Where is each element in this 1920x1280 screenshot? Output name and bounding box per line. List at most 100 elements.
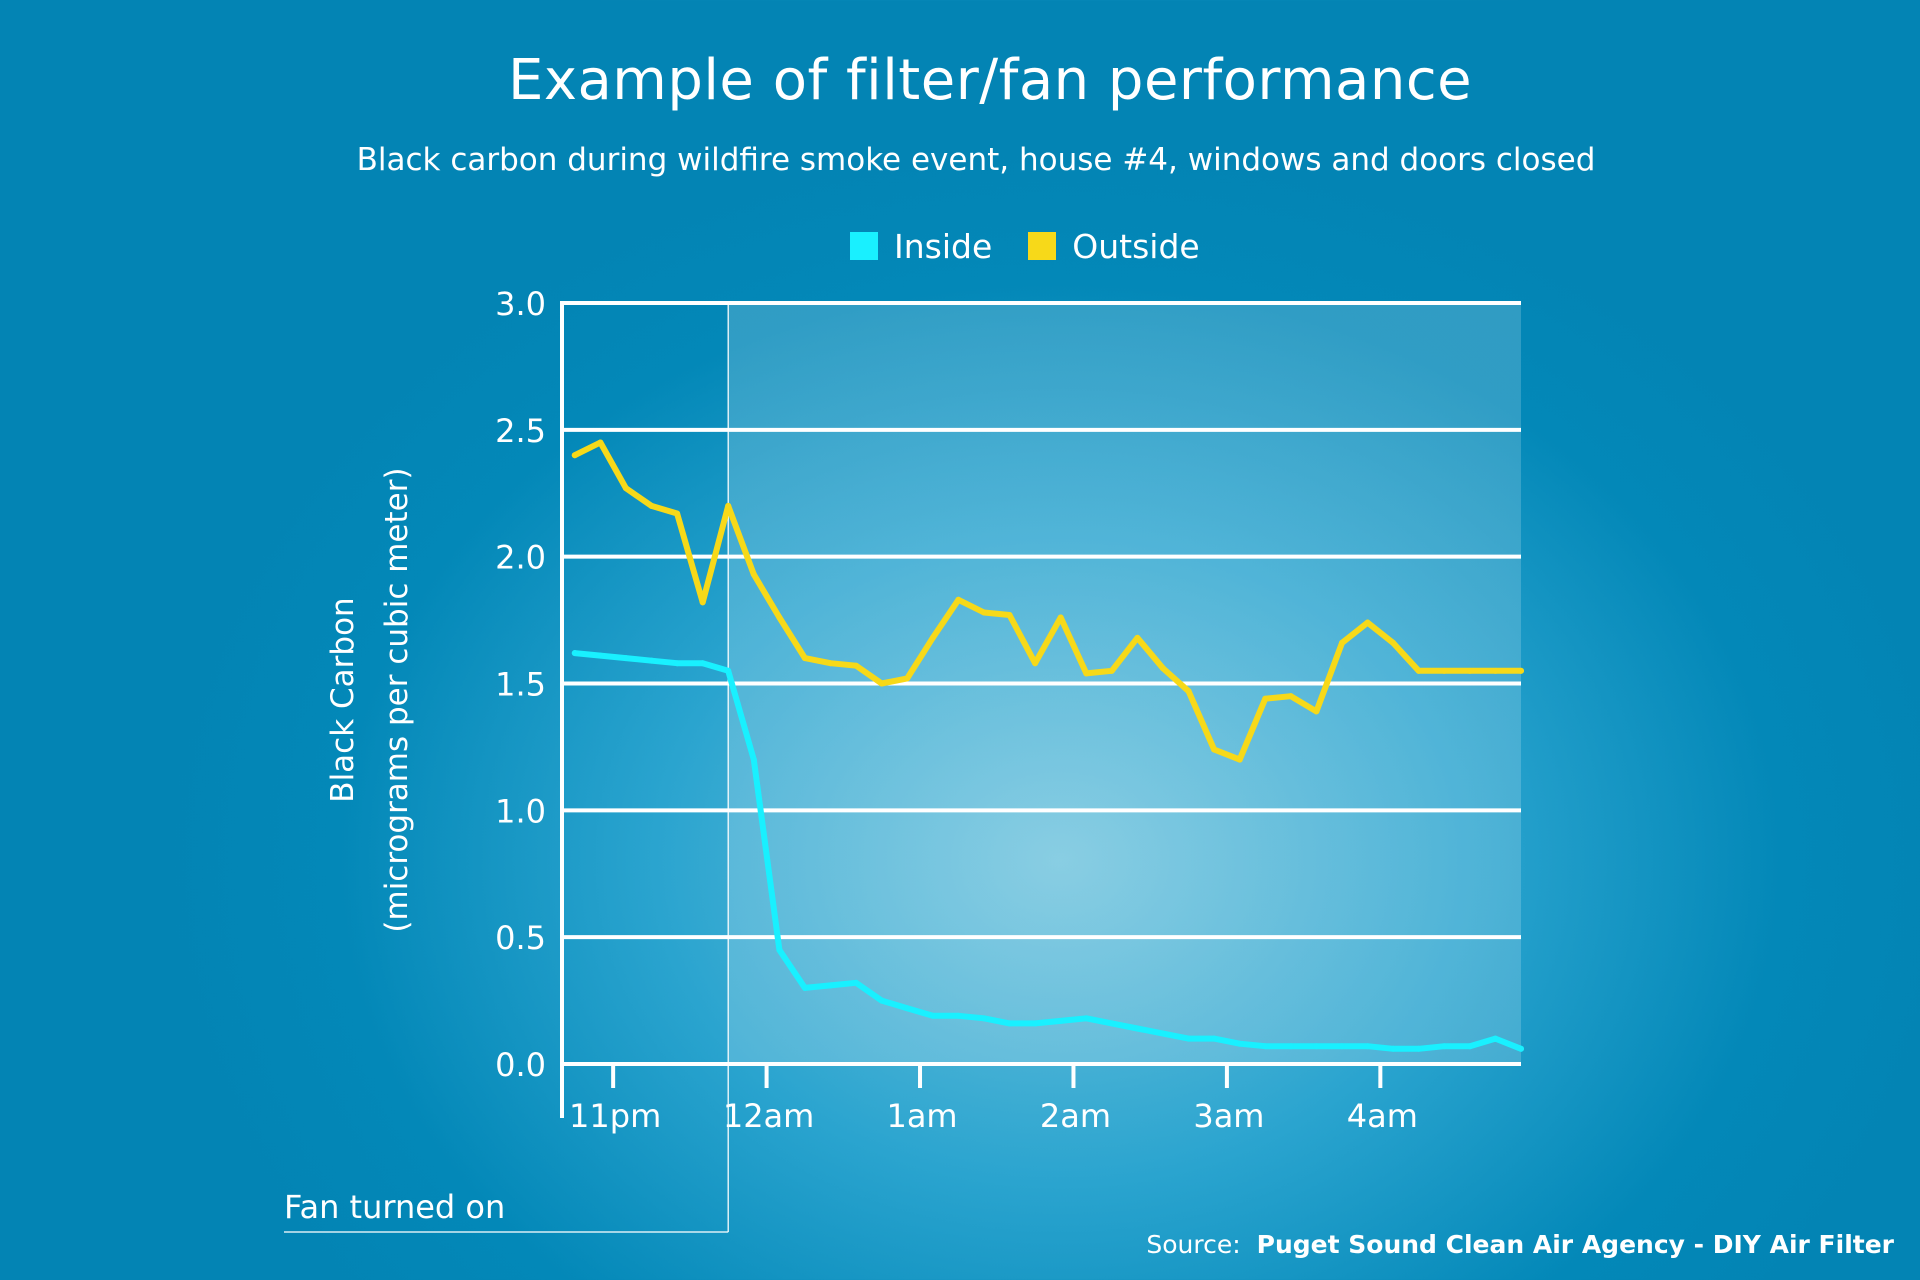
data-point-outside bbox=[1185, 688, 1192, 695]
source-credit: Source: Puget Sound Clean Air Agency - D… bbox=[1146, 1230, 1894, 1259]
data-point-inside bbox=[801, 984, 808, 991]
data-point-outside bbox=[1287, 693, 1294, 700]
legend-swatch-inside bbox=[850, 232, 878, 260]
data-point-outside bbox=[571, 452, 578, 459]
series bbox=[571, 439, 1524, 1052]
data-point-inside bbox=[776, 946, 783, 953]
data-point-inside bbox=[1032, 1020, 1039, 1027]
legend-label-outside: Outside bbox=[1072, 226, 1200, 266]
tick-labels: 0.0 0.5 1.0 1.5 2.0 2.5 3.0 11pm 12am 1am 2am 3am 4a… bbox=[495, 285, 1418, 1135]
x-tick-label: 3am bbox=[1193, 1097, 1264, 1135]
legend-item-outside: Outside bbox=[1028, 226, 1200, 266]
data-point-outside bbox=[1057, 614, 1064, 621]
legend-swatch-outside bbox=[1028, 232, 1057, 260]
gridlines bbox=[562, 301, 1521, 940]
data-point-outside bbox=[1441, 667, 1448, 674]
x-tick-label: 4am bbox=[1347, 1097, 1418, 1135]
data-point-outside bbox=[1108, 667, 1115, 674]
data-point-outside bbox=[1211, 746, 1218, 753]
data-point-outside bbox=[1159, 665, 1166, 672]
data-point-inside bbox=[1492, 1035, 1499, 1042]
data-point-outside bbox=[980, 609, 987, 616]
data-point-inside bbox=[1006, 1020, 1013, 1027]
data-point-outside bbox=[699, 599, 706, 606]
data-point-inside bbox=[1364, 1043, 1371, 1050]
y-tick-label: 1.5 bbox=[495, 666, 546, 704]
data-point-outside bbox=[1006, 612, 1013, 619]
data-point-inside bbox=[1159, 1030, 1166, 1037]
data-point-outside bbox=[597, 439, 604, 446]
series-line-outside bbox=[571, 439, 1524, 763]
data-point-inside bbox=[750, 756, 757, 763]
chart-subtitle: Black carbon during wildfire smoke event… bbox=[356, 142, 1596, 178]
x-tick-label: 12am bbox=[723, 1097, 815, 1135]
axes bbox=[284, 301, 1521, 1233]
y-tick-label: 1.0 bbox=[495, 792, 546, 830]
data-point-inside bbox=[1236, 1040, 1243, 1047]
data-point-outside bbox=[1338, 639, 1345, 646]
data-point-inside bbox=[1338, 1043, 1345, 1050]
data-point-inside bbox=[1415, 1045, 1422, 1052]
data-point-inside bbox=[1083, 1015, 1090, 1022]
data-point-inside bbox=[674, 660, 681, 667]
data-point-outside bbox=[801, 655, 808, 662]
y-tick-label: 0.0 bbox=[495, 1046, 546, 1084]
data-point-inside bbox=[1108, 1020, 1115, 1027]
data-point-inside bbox=[1390, 1045, 1397, 1052]
data-point-inside bbox=[597, 652, 604, 659]
data-point-inside bbox=[1262, 1043, 1269, 1050]
data-point-outside bbox=[1518, 667, 1524, 674]
data-point-inside bbox=[648, 657, 655, 664]
data-point-outside bbox=[1236, 756, 1243, 763]
legend-label-inside: Inside bbox=[894, 226, 993, 266]
data-point-inside bbox=[1287, 1043, 1294, 1050]
data-point-outside bbox=[827, 660, 834, 667]
data-point-outside bbox=[1390, 639, 1397, 646]
data-point-outside bbox=[1492, 667, 1499, 674]
data-point-inside bbox=[1057, 1017, 1064, 1024]
data-point-inside bbox=[1211, 1035, 1218, 1042]
data-point-outside bbox=[750, 571, 757, 578]
data-point-inside bbox=[980, 1015, 987, 1022]
data-point-inside bbox=[571, 650, 578, 657]
source-name: Puget Sound Clean Air Agency - DIY Air F… bbox=[1256, 1230, 1894, 1259]
data-point-inside bbox=[904, 1005, 911, 1012]
data-point-outside bbox=[776, 614, 783, 621]
data-point-inside bbox=[955, 1012, 962, 1019]
data-point-outside bbox=[1466, 667, 1473, 674]
data-point-outside bbox=[1083, 670, 1090, 677]
x-tick-label: 2am bbox=[1040, 1097, 1111, 1135]
legend: Inside Outside bbox=[850, 224, 1236, 268]
data-point-outside bbox=[725, 502, 732, 509]
y-tick-label: 0.5 bbox=[495, 919, 546, 957]
data-point-outside bbox=[929, 634, 936, 641]
data-point-inside bbox=[622, 655, 629, 662]
data-point-inside bbox=[699, 660, 706, 667]
data-point-inside bbox=[878, 997, 885, 1004]
data-point-inside bbox=[1441, 1043, 1448, 1050]
source-prefix: Source: bbox=[1146, 1230, 1241, 1259]
data-point-inside bbox=[1466, 1043, 1473, 1050]
data-point-outside bbox=[853, 662, 860, 669]
data-point-outside bbox=[1032, 660, 1039, 667]
data-point-outside bbox=[904, 675, 911, 682]
data-point-outside bbox=[674, 510, 681, 517]
y-tick-label: 2.0 bbox=[495, 539, 546, 577]
chart-title: Example of filter/fan performance bbox=[507, 48, 1473, 113]
y-tick-label: 2.5 bbox=[495, 412, 546, 450]
x-tick-label: 11pm bbox=[569, 1097, 661, 1135]
data-point-outside bbox=[622, 485, 629, 492]
fan-turned-on-label: Fan turned on bbox=[284, 1188, 506, 1226]
data-point-outside bbox=[878, 680, 885, 687]
data-point-inside bbox=[1313, 1043, 1320, 1050]
data-point-outside bbox=[1313, 708, 1320, 715]
data-point-inside bbox=[1134, 1025, 1141, 1032]
data-point-outside bbox=[648, 502, 655, 509]
x-tick-label: 1am bbox=[886, 1097, 957, 1135]
y-tick-label: 3.0 bbox=[495, 285, 546, 323]
data-point-outside bbox=[1134, 634, 1141, 641]
data-point-inside bbox=[1185, 1035, 1192, 1042]
data-point-inside bbox=[725, 667, 732, 674]
data-point-inside bbox=[1518, 1045, 1524, 1052]
